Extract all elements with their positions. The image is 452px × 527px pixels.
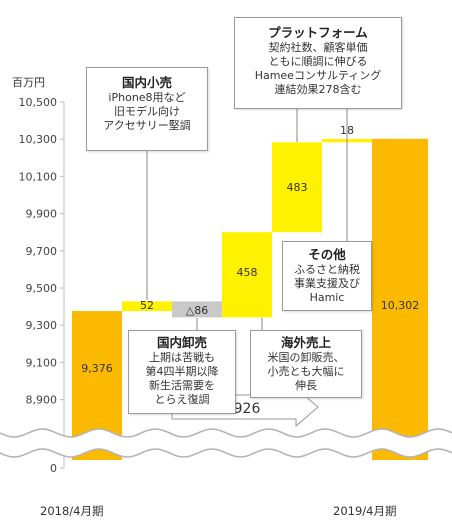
annotation-platform: プラットフォーム 契約社数、顧客単価 ともに順調に伸びる Hameeコンサルティ… <box>234 17 402 109</box>
annotation-line: ふるさと納税 <box>294 263 360 276</box>
y-tick-label: 9,100 <box>26 356 58 369</box>
x-label-end: 2019/4月期 <box>333 504 397 518</box>
bar <box>172 301 222 318</box>
annotation-title: 海外売上 <box>280 335 331 350</box>
annotation-line: 新生活需要を <box>149 379 215 392</box>
annotation-line: 連結効果278含む <box>274 83 362 96</box>
axis-break-band <box>0 429 452 457</box>
axis-layer: 08,7008,9009,1009,3009,5009,7009,90010,1… <box>19 96 65 475</box>
y-axis-unit: 百万円 <box>12 76 45 89</box>
axis-break-wave <box>0 448 452 458</box>
annotation-line: ともに順調に伸びる <box>268 55 368 68</box>
annotation-line: 旧モデル向け <box>114 105 180 118</box>
bar-value-label: 458 <box>237 266 258 279</box>
annotation-line: 米国の卸販売、 <box>267 351 345 364</box>
bar-layer <box>72 138 428 460</box>
y-tick-label: 10,500 <box>19 96 58 109</box>
annotation-line: アクセサリー堅調 <box>103 119 191 132</box>
annotation-line: 事業支援及び <box>294 277 360 290</box>
annotation-other: その他 ふるさと納税 事業支援及び Hamic <box>282 241 372 311</box>
y-tick-label: 9,500 <box>26 282 58 295</box>
annotation-title: その他 <box>308 247 346 262</box>
annotation-line: とらえ復調 <box>154 393 210 406</box>
annotation-line: 第4四半期以降 <box>145 365 219 378</box>
y-tick-label: 9,700 <box>26 245 58 258</box>
bar-value-label: 9,376 <box>81 362 113 375</box>
annotation-line: Hameeコンサルティング <box>254 69 382 82</box>
bar-value-label: △86 <box>186 304 208 317</box>
y-tick-label: 0 <box>50 462 57 475</box>
bar <box>272 142 322 233</box>
annotation-line: 契約社数、顧客単価 <box>268 41 368 54</box>
annotation-title: 国内卸売 <box>156 335 207 350</box>
annotation-domestic-retail: 国内小売 iPhone8用など 旧モデル向け アクセサリー堅調 <box>86 67 208 151</box>
y-tick-label: 8,900 <box>26 394 58 407</box>
x-label-start: 2018/4月期 <box>40 504 104 518</box>
annotation-line: iPhone8用など <box>108 91 186 104</box>
annotation-line: 伸長 <box>295 379 317 392</box>
axis-break-wave <box>0 428 452 438</box>
annotation-domestic-wholesale: 国内卸売 上期は苦戦も 第4四半期以降 新生活需要を とらえ復調 <box>128 330 236 414</box>
annotation-line: 小売とも大幅に <box>267 365 345 378</box>
bar <box>122 301 172 312</box>
bar-value-label: 52 <box>140 299 154 312</box>
bar <box>372 138 428 460</box>
bar-value-label: 483 <box>287 181 308 194</box>
annotation-line: 上期は苦戦も <box>149 351 215 364</box>
annotation-title: 国内小売 <box>121 75 172 90</box>
y-tick-label: 9,300 <box>26 319 58 332</box>
annotation-line: Hamic <box>309 291 345 304</box>
y-tick-label: 10,100 <box>19 170 58 183</box>
bar-value-label: 10,302 <box>381 299 420 312</box>
annotation-title: プラットフォーム <box>268 25 368 40</box>
annotation-overseas: 海外売上 米国の卸販売、 小売とも大幅に 伸長 <box>250 330 362 398</box>
y-tick-label: 9,900 <box>26 208 58 221</box>
bar <box>222 232 272 318</box>
y-tick-label: 10,300 <box>19 133 58 146</box>
